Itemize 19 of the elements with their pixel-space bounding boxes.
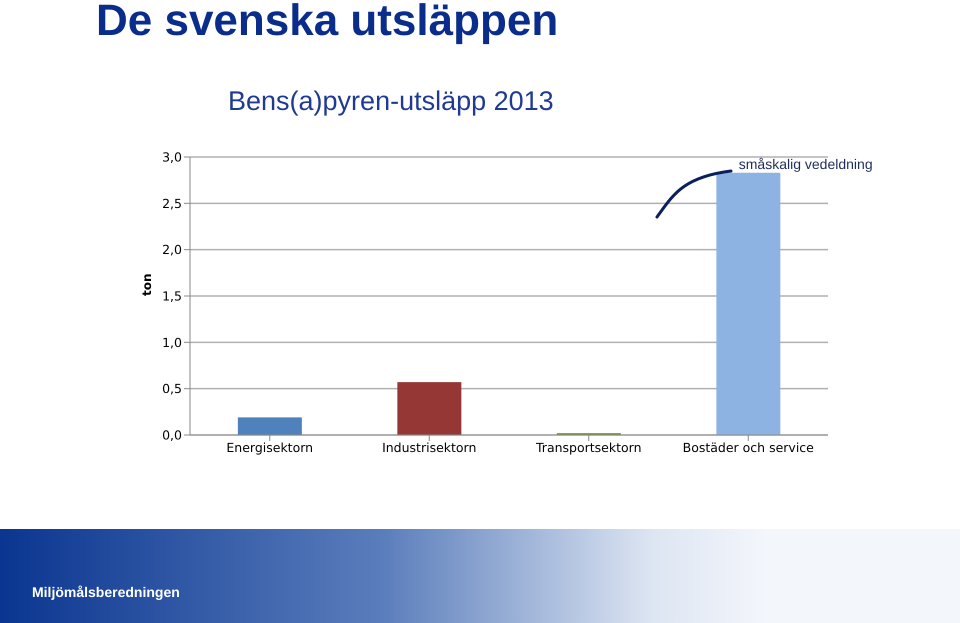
x-tick-label: Industrisektorn bbox=[382, 440, 476, 455]
bar bbox=[716, 172, 780, 435]
y-tick-label: 2,5 bbox=[162, 196, 182, 211]
y-tick-label: 3,0 bbox=[162, 149, 182, 164]
chart-subtitle: Bens(a)pyren-utsläpp 2013 bbox=[228, 86, 554, 117]
y-tick-label: 1,5 bbox=[162, 288, 182, 304]
text: Miljömålsberedningen bbox=[32, 584, 180, 600]
bar bbox=[238, 417, 302, 435]
chart-title: De svenska utsläppen bbox=[96, 0, 558, 46]
y-tick-label: 0,0 bbox=[162, 427, 182, 442]
y-axis-title: ton bbox=[140, 273, 154, 296]
x-tick-label: Bostäder och service bbox=[682, 440, 814, 455]
annotation: småskalig vedeldning bbox=[738, 156, 873, 172]
y-tick-label: 0,5 bbox=[162, 381, 182, 396]
y-tick-label: 2,0 bbox=[162, 242, 182, 258]
y-tick-label: 1,0 bbox=[162, 334, 182, 350]
x-tick-label: Energisektorn bbox=[226, 440, 314, 455]
bar bbox=[397, 382, 462, 435]
x-tick-label: Transportsektorn bbox=[535, 440, 642, 455]
